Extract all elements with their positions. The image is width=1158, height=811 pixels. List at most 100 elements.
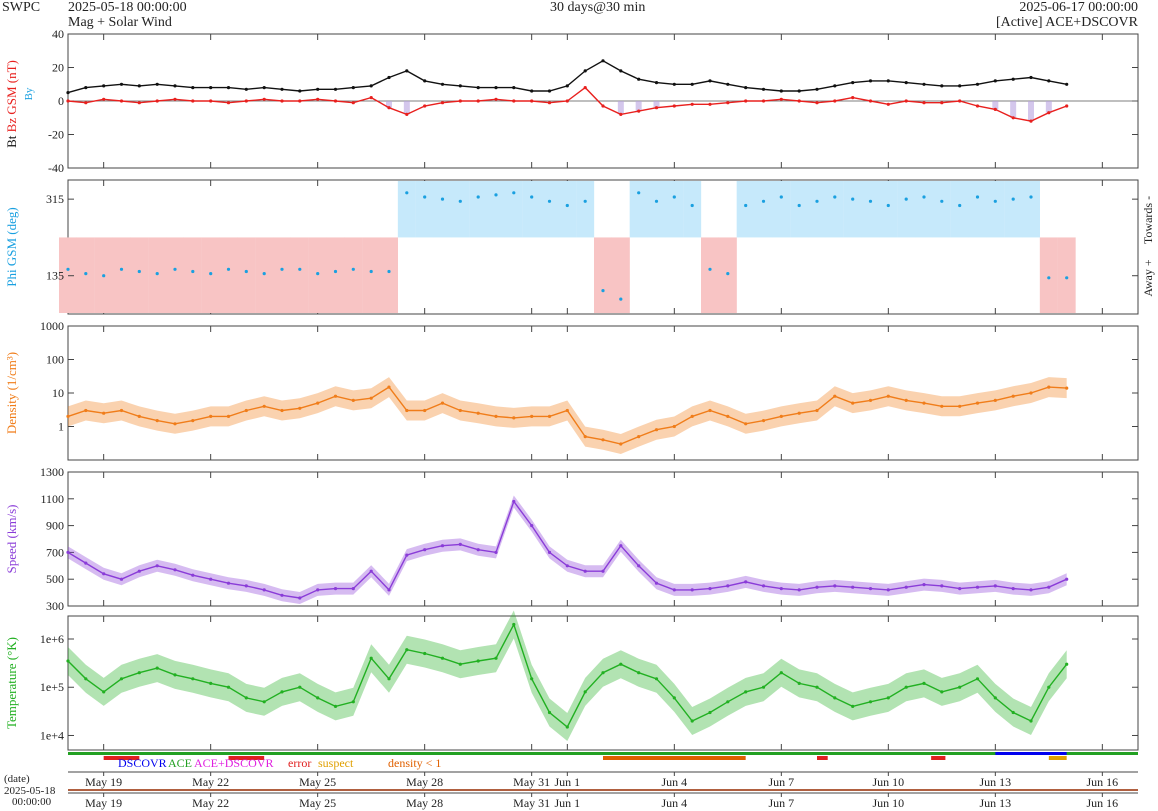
- density-point: [298, 406, 302, 410]
- x-tick-label: Jun 7: [768, 775, 794, 789]
- density-point: [583, 435, 587, 439]
- temperature-point: [476, 659, 480, 663]
- temperature-point: [423, 651, 427, 656]
- towards-fill: [1004, 181, 1023, 238]
- bt-point: [530, 89, 534, 93]
- temperature-point: [565, 725, 569, 729]
- temperature-point: [66, 659, 70, 663]
- dscovr-status-bar: [995, 752, 1067, 755]
- density-flag: [603, 756, 746, 760]
- temperature-point: [316, 696, 320, 700]
- temperature-point: [1065, 662, 1069, 666]
- bt-point: [868, 79, 873, 83]
- temperature-tick-label: 1e+6: [40, 632, 64, 646]
- speed-point: [1065, 577, 1069, 581]
- density-point: [387, 385, 391, 389]
- density-point: [904, 398, 908, 402]
- phi-point: [262, 272, 266, 276]
- temperature-point: [494, 656, 498, 660]
- by-label: By: [23, 87, 35, 100]
- towards-fill: [754, 181, 773, 238]
- temperature-point: [351, 700, 355, 704]
- phi-point: [226, 267, 231, 271]
- away-fill: [1039, 237, 1058, 313]
- time-span: 30 days@30 min: [550, 0, 646, 15]
- away-fill: [326, 237, 345, 313]
- bt-point: [423, 79, 427, 83]
- speed-point: [761, 584, 766, 588]
- bt-point: [137, 84, 141, 88]
- bt-series-line: [67, 59, 1067, 94]
- bt-point: [708, 79, 712, 83]
- bz-point: [423, 104, 427, 108]
- error-flag: [817, 756, 828, 760]
- subtitle: Mag + Solar Wind: [68, 15, 172, 30]
- suspect-flag: [1048, 756, 1067, 760]
- speed-point: [1029, 588, 1033, 592]
- speed-point: [868, 587, 873, 591]
- bz-point: [815, 101, 819, 105]
- density-point: [102, 411, 106, 415]
- away-fill: [701, 237, 719, 313]
- density-point: [476, 411, 480, 415]
- speed-point: [940, 584, 944, 588]
- away-fill: [255, 237, 274, 313]
- error-flag: [103, 756, 140, 760]
- speed-point: [244, 584, 248, 588]
- phi-point: [137, 269, 141, 274]
- bt-point: [316, 87, 320, 91]
- x-tick-label: Jun 4: [661, 775, 687, 789]
- temperature-point: [708, 710, 712, 715]
- phi-tick-label: 135: [46, 269, 64, 283]
- away-fill: [273, 237, 291, 313]
- temperature-point: [298, 685, 302, 689]
- away-fill: [148, 237, 167, 313]
- bt-point: [244, 87, 248, 91]
- temperature-point: [137, 671, 141, 675]
- speed-point: [851, 585, 855, 589]
- error-flag: [228, 756, 265, 760]
- density-point: [84, 408, 88, 413]
- density-point: [851, 401, 855, 405]
- temperature-point: [530, 677, 534, 681]
- temperature-point: [583, 690, 587, 694]
- density-point: [405, 408, 409, 413]
- bz-point: [958, 99, 962, 103]
- speed-tick-label: 900: [46, 519, 64, 533]
- bt-point: [298, 89, 302, 93]
- speed-point: [316, 588, 320, 592]
- phi-point: [1011, 197, 1015, 201]
- speed-point: [333, 587, 338, 591]
- density-point: [155, 419, 159, 423]
- phi-point: [851, 197, 855, 201]
- speed-point: [262, 588, 266, 592]
- away-fill: [718, 237, 737, 313]
- phi-point: [476, 195, 480, 199]
- bt-point: [333, 87, 338, 91]
- phi-point: [726, 272, 730, 276]
- density-point: [1065, 386, 1069, 390]
- speed-point: [690, 588, 694, 592]
- bz-south-fill: [1028, 101, 1034, 122]
- phi-point: [1029, 195, 1033, 199]
- bz-point: [440, 101, 445, 105]
- density-point: [958, 404, 962, 408]
- phi-point: [84, 272, 88, 276]
- phi-point: [369, 269, 373, 274]
- bz-point: [851, 96, 855, 100]
- density-point: [280, 408, 284, 413]
- bt-point: [815, 87, 819, 91]
- temperature-point: [690, 719, 694, 723]
- speed-point: [601, 569, 605, 573]
- density-range-band: [68, 377, 1067, 454]
- temperature-point: [993, 696, 997, 700]
- speed-point: [423, 548, 427, 552]
- speed-point: [815, 585, 819, 589]
- x-tick-label: Jun 16: [1086, 775, 1118, 789]
- bt-point: [958, 84, 962, 88]
- speed-point: [458, 542, 462, 547]
- speed-point: [440, 544, 445, 548]
- bz-south-fill: [386, 101, 392, 108]
- bz-point: [1011, 116, 1015, 120]
- speed-range-band: [68, 495, 1067, 604]
